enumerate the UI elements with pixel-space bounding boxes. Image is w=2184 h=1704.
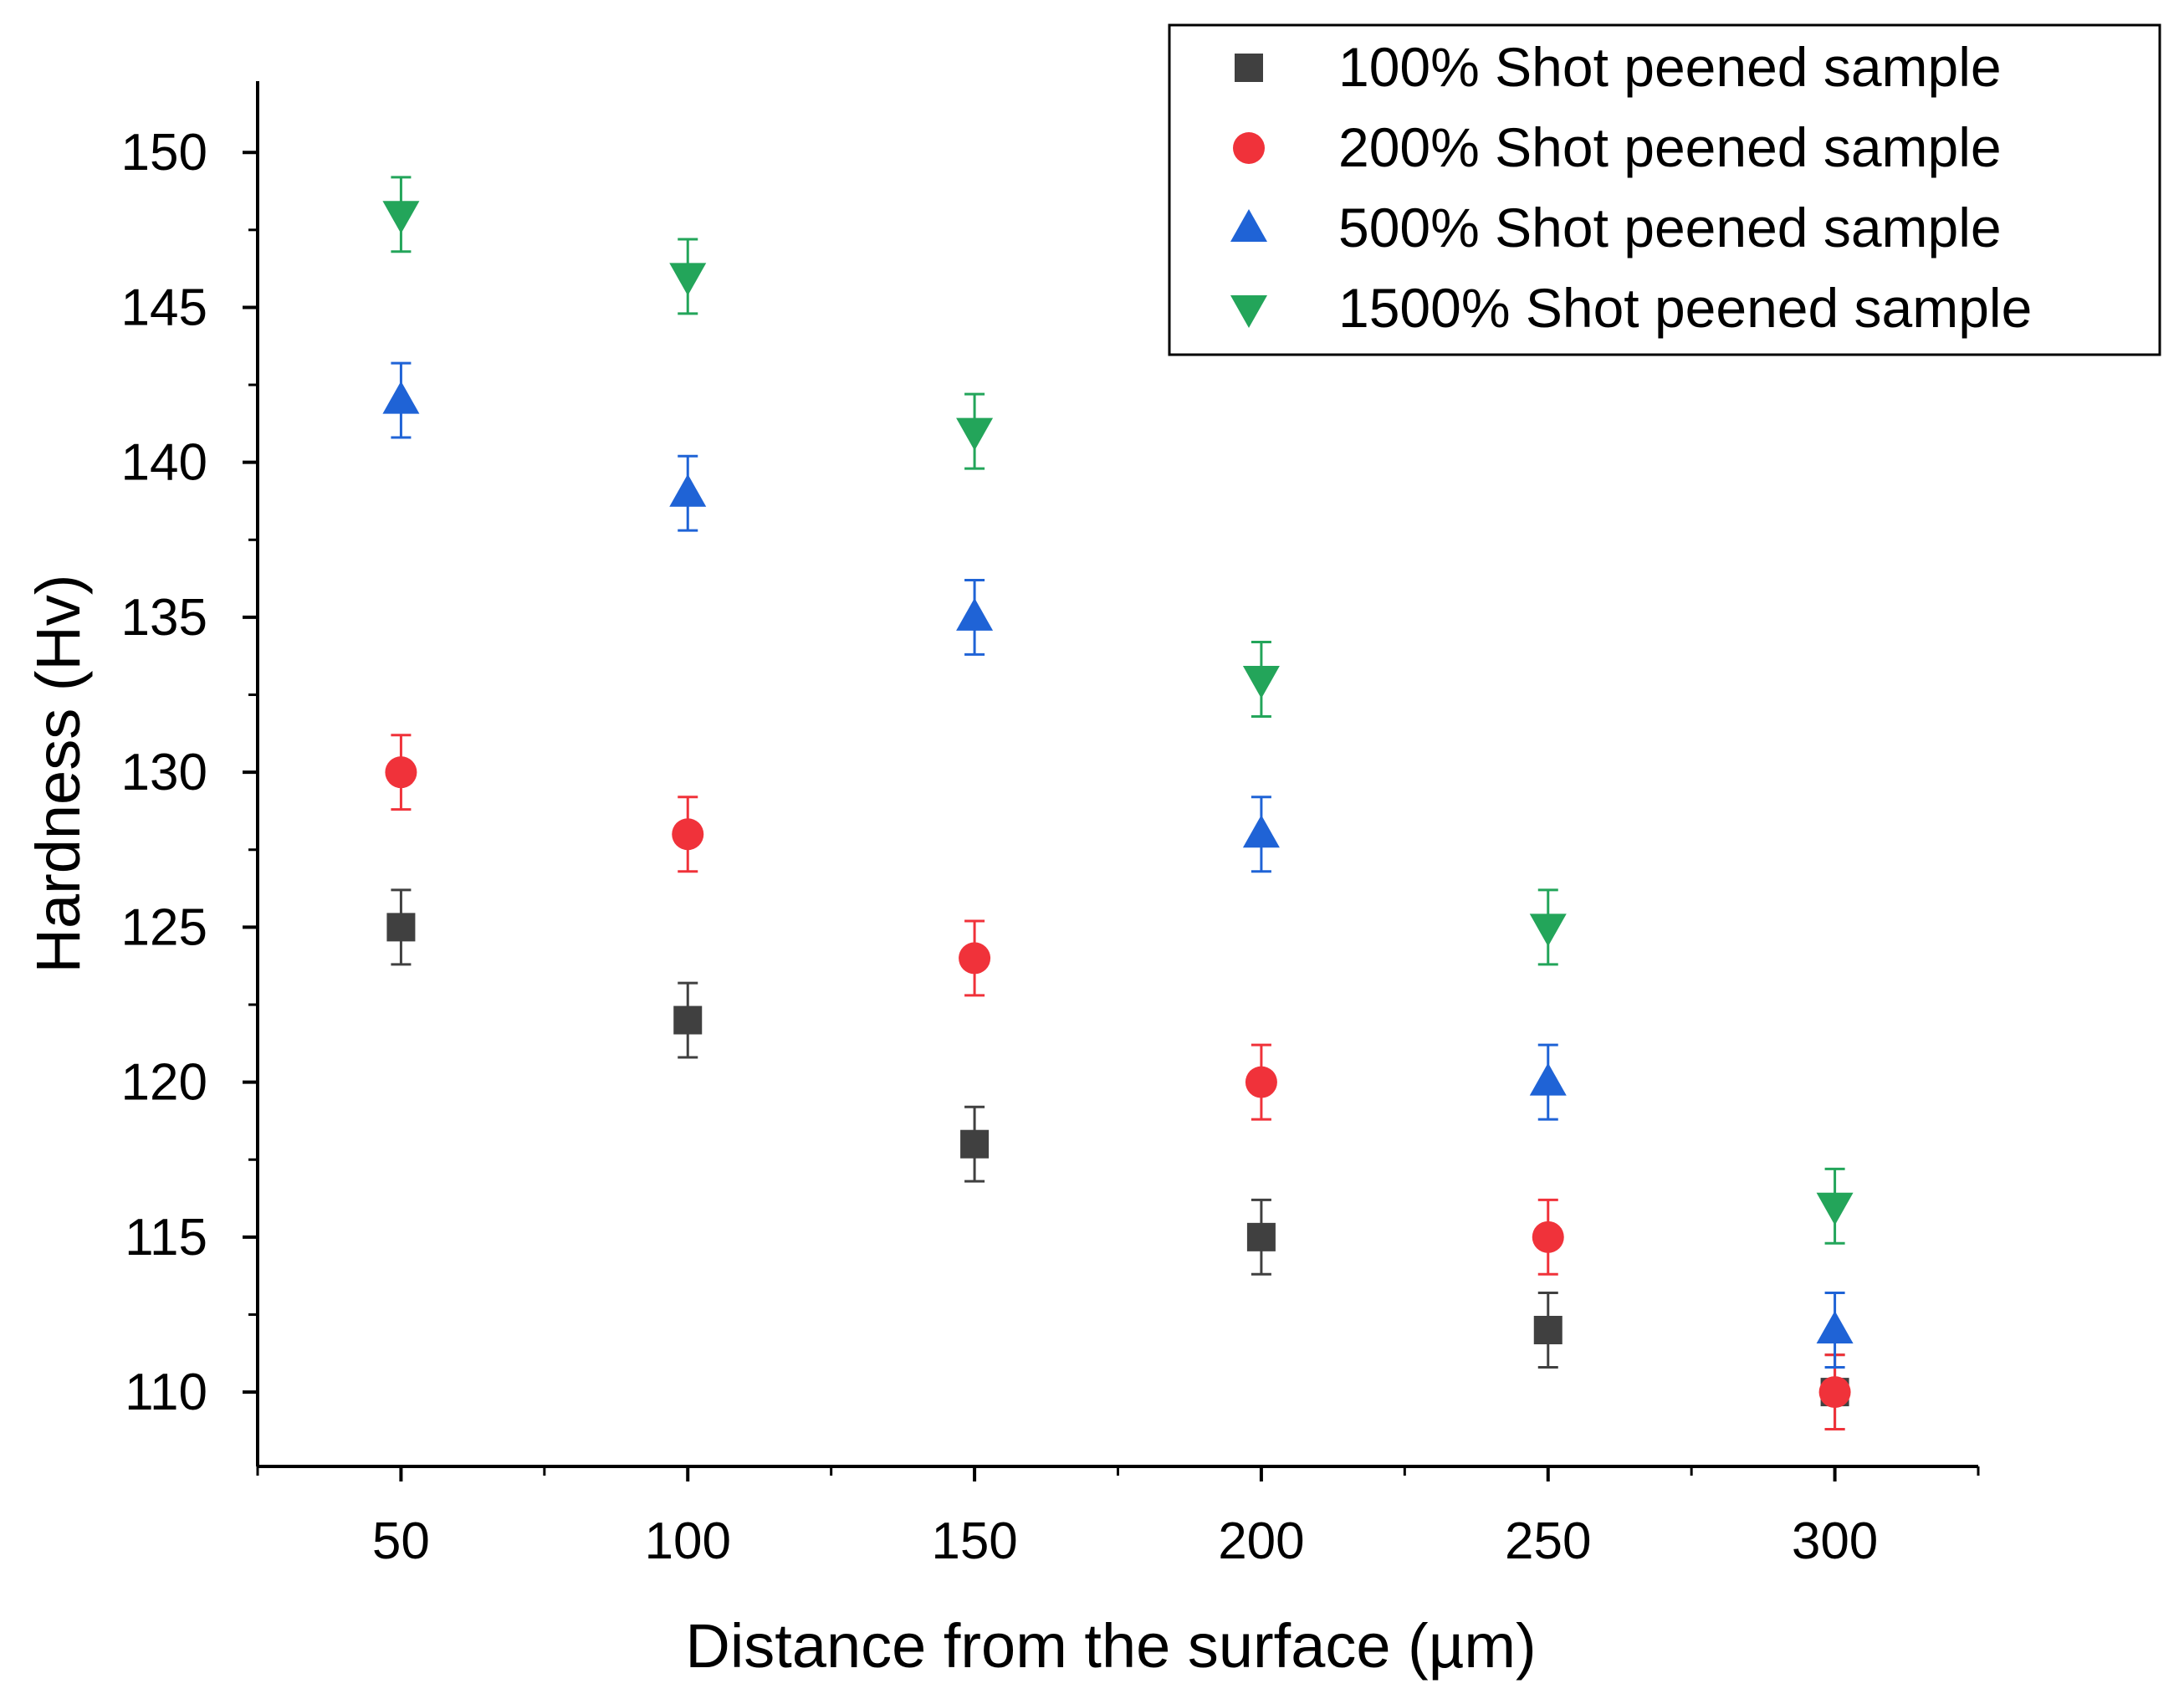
legend-marker (1233, 132, 1265, 164)
x-tick-label: 150 (931, 1512, 1017, 1570)
data-point (382, 201, 420, 234)
data-point (960, 1129, 990, 1159)
ticks: 50 100 150 200 250 300 110 115 120 125 130 135 140 14… (121, 124, 1980, 1570)
series-4 (382, 176, 1854, 1245)
y-tick-label: 140 (121, 434, 207, 492)
y-tick-label: 115 (125, 1209, 207, 1266)
series-3 (382, 361, 1854, 1369)
y-axis-title: Hardness (Hv) (23, 575, 93, 974)
legend-label: 500% Shot peened sample (1338, 197, 2002, 258)
data-point (1532, 1220, 1564, 1253)
legend-label: 1500% Shot peened sample (1338, 277, 2032, 339)
data-point (1533, 1315, 1563, 1344)
data-point (385, 756, 417, 789)
data-point (1818, 1376, 1851, 1409)
x-axis-title: Distance from the surface (µm) (685, 1611, 1536, 1681)
data-point (1242, 666, 1280, 699)
x-tick-label: 300 (1792, 1512, 1878, 1570)
data-point (386, 913, 416, 942)
legend-frame (1168, 23, 2161, 356)
data-point (959, 942, 991, 975)
y-tick-label: 145 (121, 279, 207, 336)
data-marks (382, 176, 1854, 1431)
series-1 (386, 888, 1849, 1431)
data-point (956, 417, 994, 451)
data-point (669, 263, 707, 296)
data-point (1816, 1310, 1854, 1343)
legend: 100% Shot peened sample 200% Shot peened … (1168, 23, 2161, 356)
legend-marker (1230, 295, 1267, 328)
legend-marker (1235, 54, 1263, 82)
legend-label: 200% Shot peened sample (1338, 116, 2002, 178)
x-tick-label: 50 (372, 1512, 430, 1570)
data-point (956, 597, 994, 631)
data-point (1246, 1222, 1276, 1251)
legend-marker (1230, 209, 1267, 242)
y-tick-label: 125 (121, 898, 207, 956)
data-point (673, 1006, 703, 1035)
data-point (1242, 815, 1280, 848)
data-point (1529, 1062, 1567, 1096)
data-point (1245, 1066, 1277, 1098)
data-point (1816, 1192, 1854, 1226)
series-2 (385, 734, 1851, 1431)
data-point (1529, 913, 1567, 947)
y-tick-label: 130 (121, 744, 207, 801)
x-tick-label: 250 (1505, 1512, 1591, 1570)
data-point (669, 473, 707, 507)
legend-label: 100% Shot peened sample (1338, 36, 2002, 98)
y-tick-label: 135 (121, 589, 207, 647)
y-tick-label: 120 (121, 1054, 207, 1112)
x-tick-label: 200 (1218, 1512, 1304, 1570)
y-tick-label: 110 (125, 1364, 207, 1421)
y-tick-label: 150 (121, 124, 207, 182)
data-point (382, 381, 420, 414)
x-tick-label: 100 (645, 1512, 731, 1570)
data-point (672, 818, 704, 851)
